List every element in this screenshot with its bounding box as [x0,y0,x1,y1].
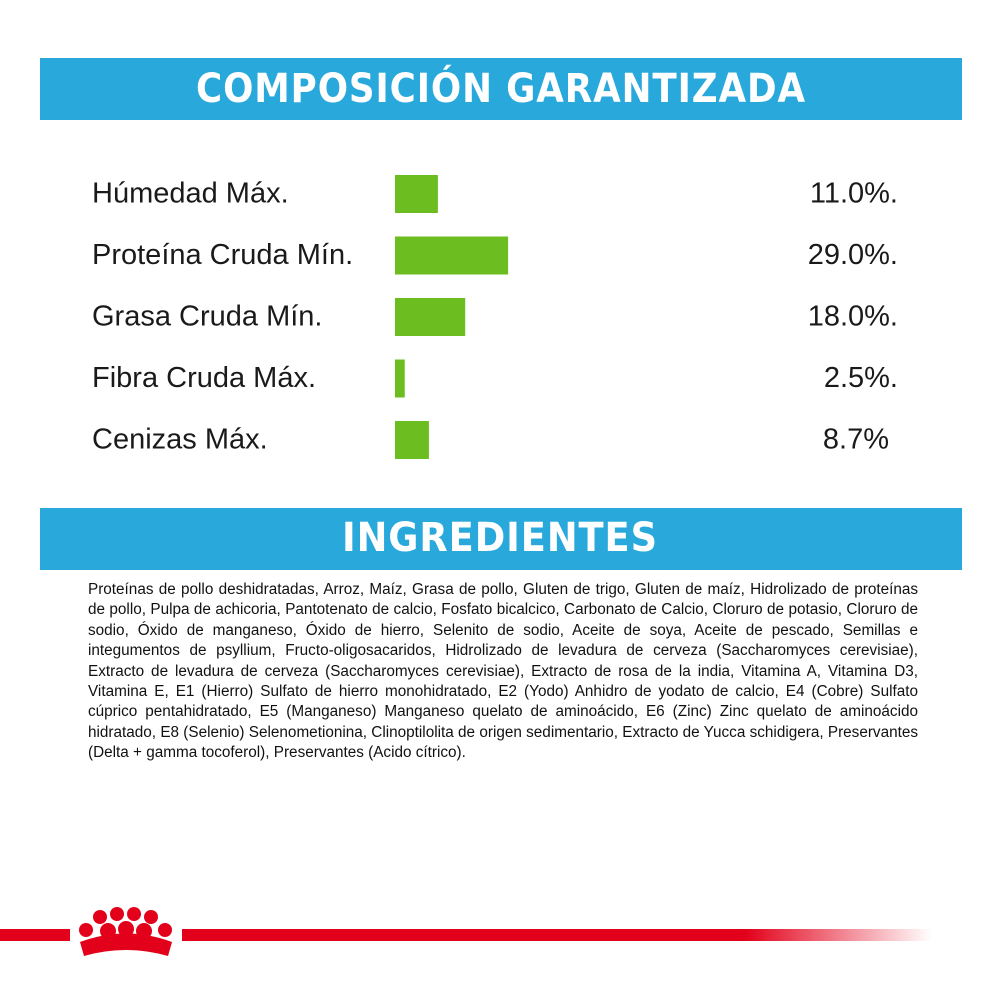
logo [0,907,932,956]
ingredients-text: Proteínas de pollo deshidratadas, Arroz,… [88,581,918,762]
value-label: 11.0%. [810,178,898,210]
ingredients-title: INGREDIENTES [342,515,658,561]
row-label: Grasa Cruda Mín. [92,301,322,333]
row-label: Húmedad Máx. [92,178,289,210]
value-label: 29.0%. [808,239,898,271]
bar [395,236,509,275]
bar [395,421,429,459]
value-label: 2.5%. [824,362,898,394]
chart-title: COMPOSICIÓN GARANTIZADA [196,64,806,112]
ingredients-band [40,508,962,570]
chart: Húmedad Máx. 11.0%. Proteína Cruda Mín. 29.… [92,175,898,459]
row-label: Fibra Cruda Máx. [92,362,316,394]
bar [395,298,466,336]
bar [395,359,405,398]
bar [395,175,438,213]
value-label: 8.7% [823,424,889,456]
row-label: Proteína Cruda Mín. [92,239,353,271]
row-label: Cenizas Máx. [92,424,268,456]
title-band [40,58,962,120]
value-label: 18.0%. [808,301,898,333]
